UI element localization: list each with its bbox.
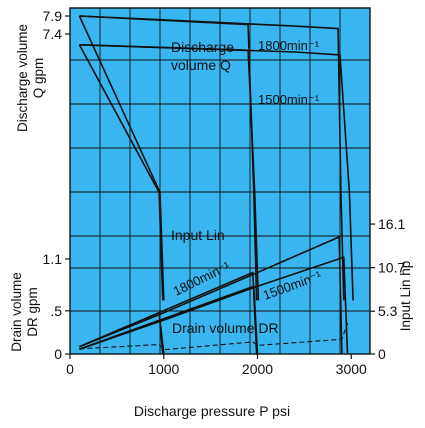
input-axis-label: Input Lin hp: [398, 261, 413, 332]
annotation-1500-top: 1500min⁻¹: [258, 92, 320, 107]
x-axis-title: Discharge pressure P psi: [134, 403, 290, 419]
discharge-axis-label-line2: Q gpm: [31, 58, 46, 99]
annotation-discharge-line2: volume Q: [171, 57, 231, 73]
series-discharge-0-curve-2: [78, 15, 165, 301]
x-axis-label: Discharge pressure P psi: [134, 403, 290, 419]
left-axis-title-drain: Drain volume DR gpm: [9, 272, 40, 352]
drain-tick-label: .5: [50, 303, 62, 319]
annotation-1800-top: 1800min⁻¹: [258, 38, 320, 53]
input-tick-label: 10.7: [378, 260, 405, 276]
annotation-discharge-line1: Discharge: [171, 39, 234, 55]
series-input-3-curve-2: [79, 319, 165, 355]
x-tick-label: 2000: [242, 361, 273, 377]
x-tick-label: 0: [66, 361, 74, 377]
discharge-tick-label: 7.9: [43, 8, 63, 24]
series-drain-4-curve-0: [79, 322, 349, 351]
discharge-tick-label: 7.4: [43, 26, 63, 42]
annotation-input: Input Lin: [171, 227, 225, 243]
x-tick-label: 1000: [148, 361, 179, 377]
input-tick-label: 5.3: [378, 303, 398, 319]
left-axis-title-discharge: Discharge volume Q gpm: [15, 24, 46, 132]
plot-frame: [69, 7, 371, 355]
annotation-drain: Drain volume DR: [172, 320, 279, 336]
series-discharge-1-curve-2: [78, 44, 164, 301]
axis-ticks: 0 1000 2000 3000 7.9 7.4 1.1 .5 0 16.1 10.7 5.3 0: [43, 8, 406, 377]
drain-tick-label: 1.1: [43, 251, 63, 267]
series-lines: [78, 15, 354, 355]
series-discharge-1-curve-1: [79, 44, 260, 301]
drain-tick-label: 0: [54, 346, 62, 362]
series-input-3-curve-0: [79, 256, 349, 355]
drain-axis-label-line2: DR gpm: [25, 287, 40, 337]
input-tick-label: 0: [378, 346, 386, 362]
x-tick-label: 3000: [336, 361, 367, 377]
discharge-axis-label-line1: Discharge volume: [15, 24, 30, 132]
input-tick-label: 16.1: [378, 216, 405, 232]
drain-axis-label-line1: Drain volume: [9, 272, 24, 352]
series-input-2-curve-0: [79, 236, 343, 355]
right-axis-title: Input Lin hp: [398, 261, 413, 332]
